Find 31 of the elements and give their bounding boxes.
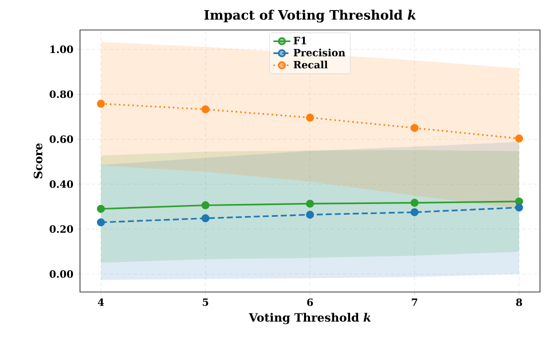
point — [410, 208, 419, 216]
legend-label: F1 — [294, 36, 306, 44]
point — [515, 204, 524, 212]
legend-label: Precision — [294, 48, 346, 56]
point — [201, 105, 210, 114]
y-tick-label: 0.60 — [50, 135, 74, 143]
x-tick-label: 7 — [412, 298, 418, 306]
x-tick-label: 5 — [202, 298, 208, 306]
point — [410, 124, 419, 132]
x-tick-label: 6 — [307, 298, 313, 306]
point — [306, 200, 314, 208]
point — [96, 218, 105, 226]
point — [410, 198, 419, 207]
y-axis-title: Score — [34, 143, 42, 178]
point — [96, 100, 105, 108]
x-tick-label: 8 — [516, 298, 522, 306]
point — [306, 114, 314, 122]
point — [306, 210, 314, 219]
y-tick-label: 0.00 — [50, 270, 74, 278]
x-axis-title: Voting Threshold k — [248, 312, 371, 324]
y-tick-label: 0.80 — [50, 90, 74, 98]
x-tick-label: 4 — [98, 298, 104, 306]
point — [201, 201, 210, 210]
point — [96, 204, 105, 213]
point — [201, 214, 210, 222]
y-tick-label: 0.20 — [50, 225, 74, 233]
chart-title: Impact of Voting Threshold k — [204, 10, 416, 22]
point — [515, 134, 524, 143]
y-tick-label: 0.40 — [50, 180, 74, 188]
legend-label: Recall — [294, 60, 328, 68]
y-tick-label: 1.00 — [50, 46, 74, 54]
